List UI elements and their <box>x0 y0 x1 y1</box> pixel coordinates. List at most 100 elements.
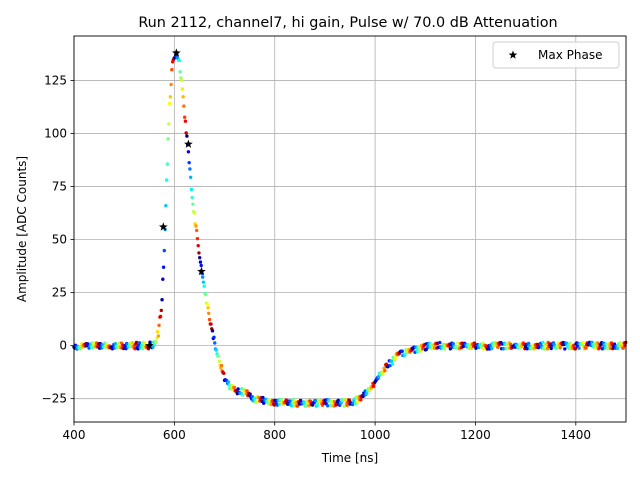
x-tick-label: 800 <box>263 428 286 442</box>
waveform-point <box>164 178 169 182</box>
y-axis-label: Amplitude [ADC Counts] <box>15 156 29 302</box>
waveform-point <box>383 368 387 373</box>
waveform-point <box>400 349 404 353</box>
waveform-point <box>209 322 213 326</box>
waveform-point <box>187 160 191 165</box>
waveform-point <box>161 265 166 269</box>
waveform-point <box>195 236 200 241</box>
waveform-point <box>196 243 200 248</box>
max-phase-star <box>197 266 206 276</box>
legend-box <box>492 41 620 69</box>
legend: Max Phase <box>492 41 620 69</box>
waveform-point <box>573 347 578 351</box>
waveform-point <box>368 389 372 393</box>
waveform-point <box>584 346 588 350</box>
waveform-point <box>202 284 206 288</box>
waveform-point <box>298 398 303 403</box>
max-phase-legend-star-icon <box>508 50 518 59</box>
legend-label-max-phase: Max Phase <box>538 48 602 62</box>
waveform-point <box>307 404 311 408</box>
grid-lines <box>73 36 626 422</box>
waveform-point <box>151 345 155 349</box>
waveform-point <box>371 384 376 389</box>
waveform-point <box>490 346 494 351</box>
waveform-point <box>177 58 182 63</box>
waveform-point <box>190 195 194 200</box>
waveform-point <box>336 398 340 403</box>
waveform-point <box>541 340 545 345</box>
waveform-point <box>137 341 142 345</box>
waveform-point <box>342 404 346 408</box>
waveform-point <box>198 255 202 260</box>
waveform-point <box>615 346 620 351</box>
waveform-point <box>226 380 231 384</box>
waveform-point <box>155 330 160 334</box>
x-tick-label: 1000 <box>360 428 391 442</box>
waveform-point <box>315 403 319 408</box>
waveform-point <box>181 95 185 99</box>
waveform-point <box>201 275 205 279</box>
waveform-point <box>219 363 224 368</box>
waveform-point <box>245 389 249 393</box>
plot-area-frame <box>73 35 627 423</box>
waveform-point <box>131 341 135 345</box>
waveform-point <box>159 308 164 313</box>
waveform-point <box>222 371 226 375</box>
y-tick-label: 125 <box>44 74 67 88</box>
waveform-point <box>162 248 167 253</box>
waveform-point <box>183 119 188 123</box>
waveform-point <box>207 311 211 315</box>
y-tick-label: 50 <box>52 233 67 247</box>
y-tick-label: 75 <box>52 180 67 194</box>
waveform-point <box>248 392 252 396</box>
waveform-point <box>456 341 460 345</box>
waveform-point <box>252 396 257 400</box>
waveform-point <box>165 162 170 166</box>
waveform-point <box>418 349 422 353</box>
waveform-point <box>154 340 158 344</box>
waveform-point <box>201 280 206 284</box>
waveform-point <box>205 302 209 306</box>
waveform-point <box>166 137 170 141</box>
waveform-point <box>481 347 486 351</box>
waveform-point <box>621 346 626 350</box>
waveform-point <box>207 317 212 322</box>
waveform-point <box>160 297 164 302</box>
waveform-point <box>164 203 168 208</box>
waveform-point <box>545 347 550 351</box>
waveform-point <box>169 82 173 87</box>
x-tick-label: 1200 <box>460 428 491 442</box>
waveform-point <box>134 340 139 345</box>
waveform-point <box>178 70 182 74</box>
x-tick-label: 1400 <box>561 428 592 442</box>
waveform-point <box>167 122 171 126</box>
waveform-point <box>359 398 363 402</box>
waveform-point <box>185 134 189 138</box>
waveform-point <box>389 359 394 364</box>
waveform-point <box>288 399 292 403</box>
waveform-point <box>204 292 208 297</box>
max-phase-star <box>158 222 168 231</box>
waveform-point <box>593 341 597 345</box>
waveform-point <box>113 342 118 346</box>
waveform-point <box>194 228 199 233</box>
waveform-point <box>213 341 217 345</box>
waveform-point <box>469 346 474 350</box>
chart-title: Run 2112, channel7, hi gain, Pulse w/ 70… <box>138 15 557 31</box>
waveform-point <box>180 87 185 91</box>
waveform-point <box>182 104 186 108</box>
y-axis-ticks: −25 0 25 50 75 100 125 <box>42 74 74 406</box>
waveform-point <box>167 101 172 106</box>
waveform-point <box>496 345 500 349</box>
waveform-point <box>581 340 586 345</box>
waveform-point <box>577 346 581 350</box>
waveform-point <box>328 403 333 408</box>
waveform-point <box>255 400 259 404</box>
waveform-point <box>157 323 161 327</box>
x-tick-label: 400 <box>63 428 86 442</box>
x-axis-ticks: 400 600 800 1000 1200 1400 <box>63 422 592 442</box>
waveform-point <box>191 202 195 206</box>
waveform-point <box>605 346 610 351</box>
waveform-point <box>194 224 198 228</box>
